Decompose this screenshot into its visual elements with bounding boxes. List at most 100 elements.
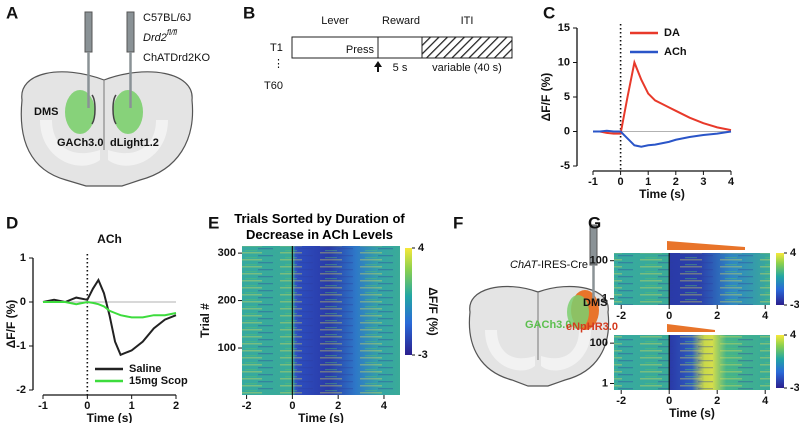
- y-tick-label: 0: [20, 296, 26, 308]
- duration-label: 5 s: [393, 62, 408, 74]
- x-tick-label: 4: [728, 176, 735, 188]
- x-tick-label: -1: [38, 400, 48, 412]
- series-line: [593, 129, 732, 148]
- x-tick-label: 0: [618, 176, 624, 188]
- x-tick-label: 0: [289, 400, 295, 412]
- panel-label: G: [588, 213, 601, 232]
- series-line: [593, 59, 732, 135]
- x-tick-label: -2: [616, 310, 626, 322]
- mouse-line-suffix: -IRES-Cre: [537, 259, 588, 271]
- sensor-label: GACh3.0: [57, 137, 103, 149]
- press-arrow: [374, 61, 382, 72]
- sensor-label: GACh3.0: [525, 319, 571, 331]
- y-axis-label: Trial #: [198, 303, 212, 338]
- phase-label: ITI: [461, 15, 474, 27]
- y-tick-label: 100: [218, 342, 236, 354]
- colorbar-tick-label: -3: [790, 382, 799, 394]
- genotype-name: Drd2: [143, 32, 167, 44]
- duration-label: variable (40 s): [432, 62, 502, 74]
- panel-label: A: [6, 3, 18, 22]
- x-tick-label: 1: [129, 400, 135, 412]
- colorbar-tick-label: -3: [418, 349, 428, 361]
- panel-label: E: [208, 213, 219, 232]
- y-axis-label: ΔF/F (%): [4, 300, 18, 349]
- x-tick-label: 2: [335, 400, 341, 412]
- heatmap-texture: [242, 246, 400, 395]
- x-tick-label: 2: [714, 395, 720, 407]
- mouse-line-gene: ChAT: [510, 259, 539, 271]
- chart-title: ACh: [97, 232, 122, 246]
- opsin-label: eNpHR3.0: [566, 321, 618, 333]
- colorbar-tick-label: 4: [790, 247, 797, 259]
- legend-label: 15mg Scop: [129, 375, 188, 387]
- phase-label: Reward: [382, 15, 420, 27]
- x-tick-label: -2: [242, 400, 252, 412]
- genotype-label: Drd2fl/fl: [143, 28, 177, 44]
- chart-title: Trials Sorted by Duration of Decrease in…: [234, 211, 405, 242]
- genotype-superscript: fl/fl: [167, 28, 177, 37]
- x-tick-label: 0: [666, 395, 672, 407]
- iti-box: [421, 36, 513, 59]
- x-tick-label: 0: [666, 310, 672, 322]
- brain-schematic-f: [468, 224, 610, 387]
- region-label: DMS: [583, 297, 607, 309]
- x-axis-label: Time (s): [639, 187, 685, 201]
- y-tick-label: 100: [590, 255, 608, 267]
- x-tick-label: 4: [762, 310, 769, 322]
- y-tick-label: 10: [558, 56, 570, 68]
- region-label: DMS: [34, 106, 58, 118]
- ellipsis: ⋮: [273, 58, 284, 70]
- x-axis-label: Time (s): [298, 411, 344, 423]
- x-tick-label: 3: [700, 176, 706, 188]
- y-tick-label: 5: [564, 91, 570, 103]
- x-tick-label: 4: [762, 395, 769, 407]
- panel-label: B: [243, 3, 255, 22]
- series-line: [42, 277, 177, 357]
- y-tick-label: 15: [558, 22, 570, 34]
- y-tick-label: 1: [602, 293, 608, 305]
- panel-label: F: [453, 213, 463, 232]
- trial-label: T60: [264, 80, 283, 92]
- colorbar-tick-label: -3: [790, 299, 799, 311]
- cross-label: ChATDrd2KO: [143, 52, 210, 64]
- colorbar-label: ΔF/F (%): [426, 287, 440, 336]
- colorbar: [405, 248, 412, 355]
- heatmap-texture: [614, 335, 770, 390]
- y-tick-label: -5: [560, 160, 570, 172]
- x-tick-label: 4: [381, 400, 388, 412]
- legend-label: ACh: [664, 46, 687, 58]
- colorbar-tick-label: 4: [418, 242, 425, 254]
- y-tick-label: 0: [564, 125, 570, 137]
- y-tick-label: -1: [16, 340, 26, 352]
- x-axis-label: Time (s): [87, 411, 133, 423]
- mouse-line-label: ChAT-IRES-Cre: [510, 259, 588, 271]
- colorbar: [776, 253, 784, 305]
- legend-label: Saline: [129, 363, 161, 375]
- colorbar: [776, 335, 784, 388]
- x-tick-label: 2: [714, 310, 720, 322]
- y-tick-label: 300: [218, 247, 236, 259]
- sensor-label: dLight1.2: [110, 137, 159, 149]
- event-label: Press: [346, 44, 375, 56]
- y-tick-label: 1: [20, 252, 26, 264]
- x-tick-label: -1: [588, 176, 598, 188]
- brain-schematic-a: [20, 11, 194, 187]
- y-tick-label: 100: [590, 337, 608, 349]
- x-tick-label: 0: [84, 400, 90, 412]
- strain-label: C57BL/6J: [143, 12, 191, 24]
- x-axis-label: Time (s): [669, 406, 715, 420]
- colorbar-tick-label: 4: [790, 329, 797, 341]
- y-axis-label: ΔF/F (%): [539, 73, 553, 122]
- heatmap-texture: [614, 253, 770, 305]
- light-stimulus: [667, 241, 745, 250]
- panel-label: D: [6, 213, 18, 232]
- x-tick-label: 2: [673, 176, 679, 188]
- legend-label: DA: [664, 27, 680, 39]
- phase-label: Lever: [321, 15, 349, 27]
- x-tick-label: 1: [645, 176, 651, 188]
- series-line: [43, 300, 177, 319]
- y-tick-label: 200: [218, 294, 236, 306]
- trial-label: T1: [270, 42, 283, 54]
